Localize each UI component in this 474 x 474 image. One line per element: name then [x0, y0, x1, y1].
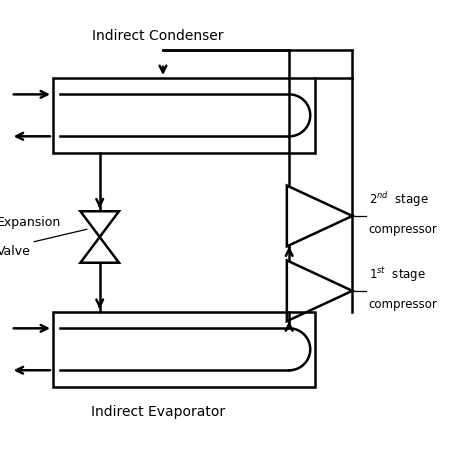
Text: Valve: Valve — [0, 245, 31, 257]
Text: compressor: compressor — [369, 298, 438, 311]
Text: $1^{st}$  stage: $1^{st}$ stage — [369, 265, 426, 284]
Text: Indirect Condenser: Indirect Condenser — [92, 29, 223, 43]
Text: compressor: compressor — [369, 223, 438, 236]
Text: Indirect Evaporator: Indirect Evaporator — [91, 405, 225, 419]
Bar — [53, 312, 315, 387]
Text: Expansion: Expansion — [0, 217, 61, 229]
Text: $2^{nd}$  stage: $2^{nd}$ stage — [369, 190, 428, 209]
Bar — [53, 78, 315, 153]
